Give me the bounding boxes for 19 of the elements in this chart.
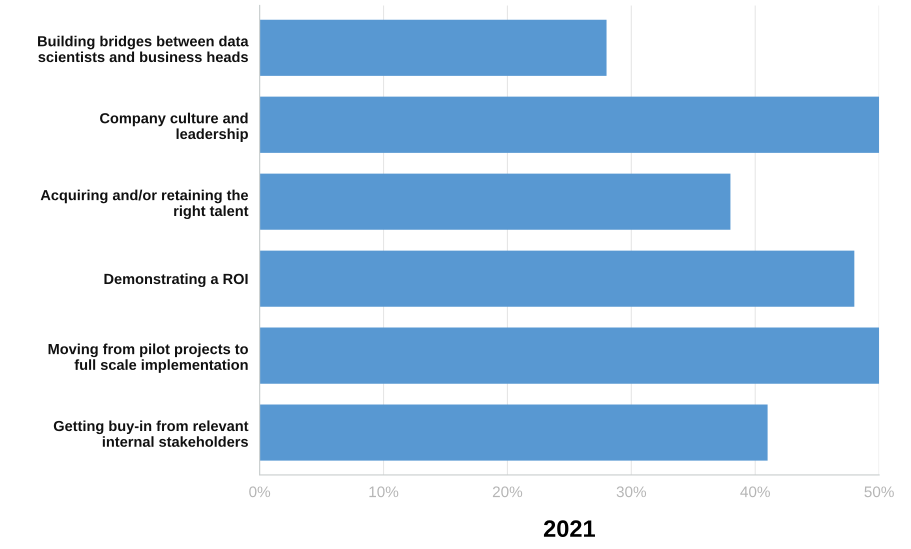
bar [260,96,880,153]
x-axis-title: 2021 [544,520,595,538]
y-tick-label: Moving from pilot projects to full scale implementation [48,344,248,373]
y-tick-label: Company culture and leadership [100,112,248,142]
y-tick-label: Acquiring and/or retaining the right talent [40,190,248,220]
y-tick-label: Getting buy-in from relevant internal stakeholders [54,420,248,447]
x-tick-label: 10% [369,486,398,498]
bar [260,404,768,461]
y-tick-label: Building bridges between data scientists and business heads [38,36,249,62]
x-tick-label: 40% [740,486,770,498]
x-tick-label: 0% [249,486,270,498]
y-tick-label: Demonstrating a ROI [104,273,248,288]
bar [260,250,854,307]
bar [260,174,730,230]
x-tick-label: 50% [864,486,894,498]
bar [260,20,607,76]
x-tick-label: 20% [492,486,522,498]
bar [260,328,880,384]
x-tick-label: 30% [616,486,646,498]
